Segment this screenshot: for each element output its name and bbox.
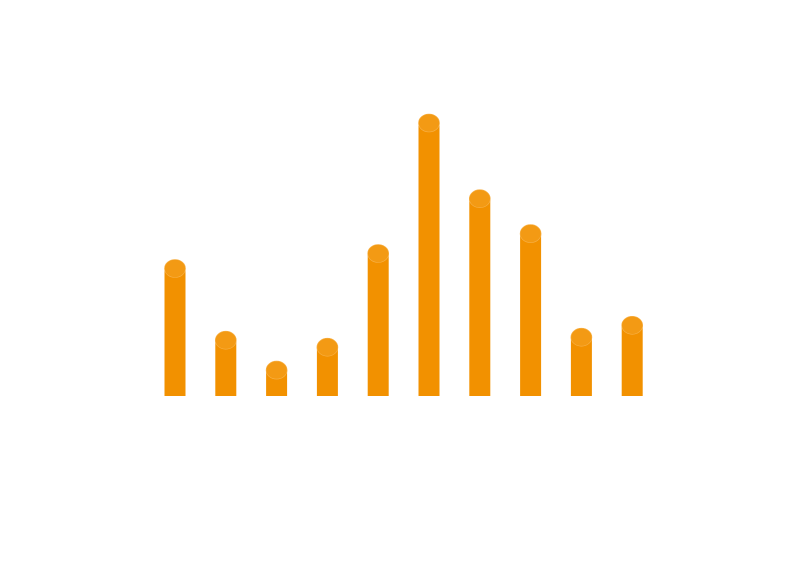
bar-body xyxy=(469,198,491,396)
bar-2 xyxy=(215,330,237,396)
bar-body xyxy=(367,253,389,396)
bar-cap xyxy=(316,337,339,357)
bar-10 xyxy=(621,315,644,396)
bar-body xyxy=(316,347,338,396)
bar-cap xyxy=(621,315,644,335)
bar-cap xyxy=(265,360,288,380)
bar-cap xyxy=(418,113,440,133)
bar-3 xyxy=(265,360,288,396)
bar-7 xyxy=(468,189,491,396)
bar-cap xyxy=(164,259,186,278)
bar-4 xyxy=(316,337,339,396)
bar-cap xyxy=(570,327,593,347)
bar-8 xyxy=(519,224,542,396)
bar-body xyxy=(520,233,542,396)
bar-9 xyxy=(570,327,593,396)
bar-body xyxy=(418,123,440,396)
bar-body xyxy=(215,340,237,396)
bar-cap xyxy=(519,224,542,243)
bar-body xyxy=(164,268,186,396)
bar-cap xyxy=(468,189,491,208)
bar-5 xyxy=(367,244,390,396)
bar-cap xyxy=(367,244,390,263)
bar-1 xyxy=(164,259,186,396)
bar-cap xyxy=(215,330,237,350)
bar-6 xyxy=(418,113,440,396)
bars-group xyxy=(164,113,644,396)
bar-body xyxy=(570,337,592,396)
bar-body xyxy=(621,325,643,396)
